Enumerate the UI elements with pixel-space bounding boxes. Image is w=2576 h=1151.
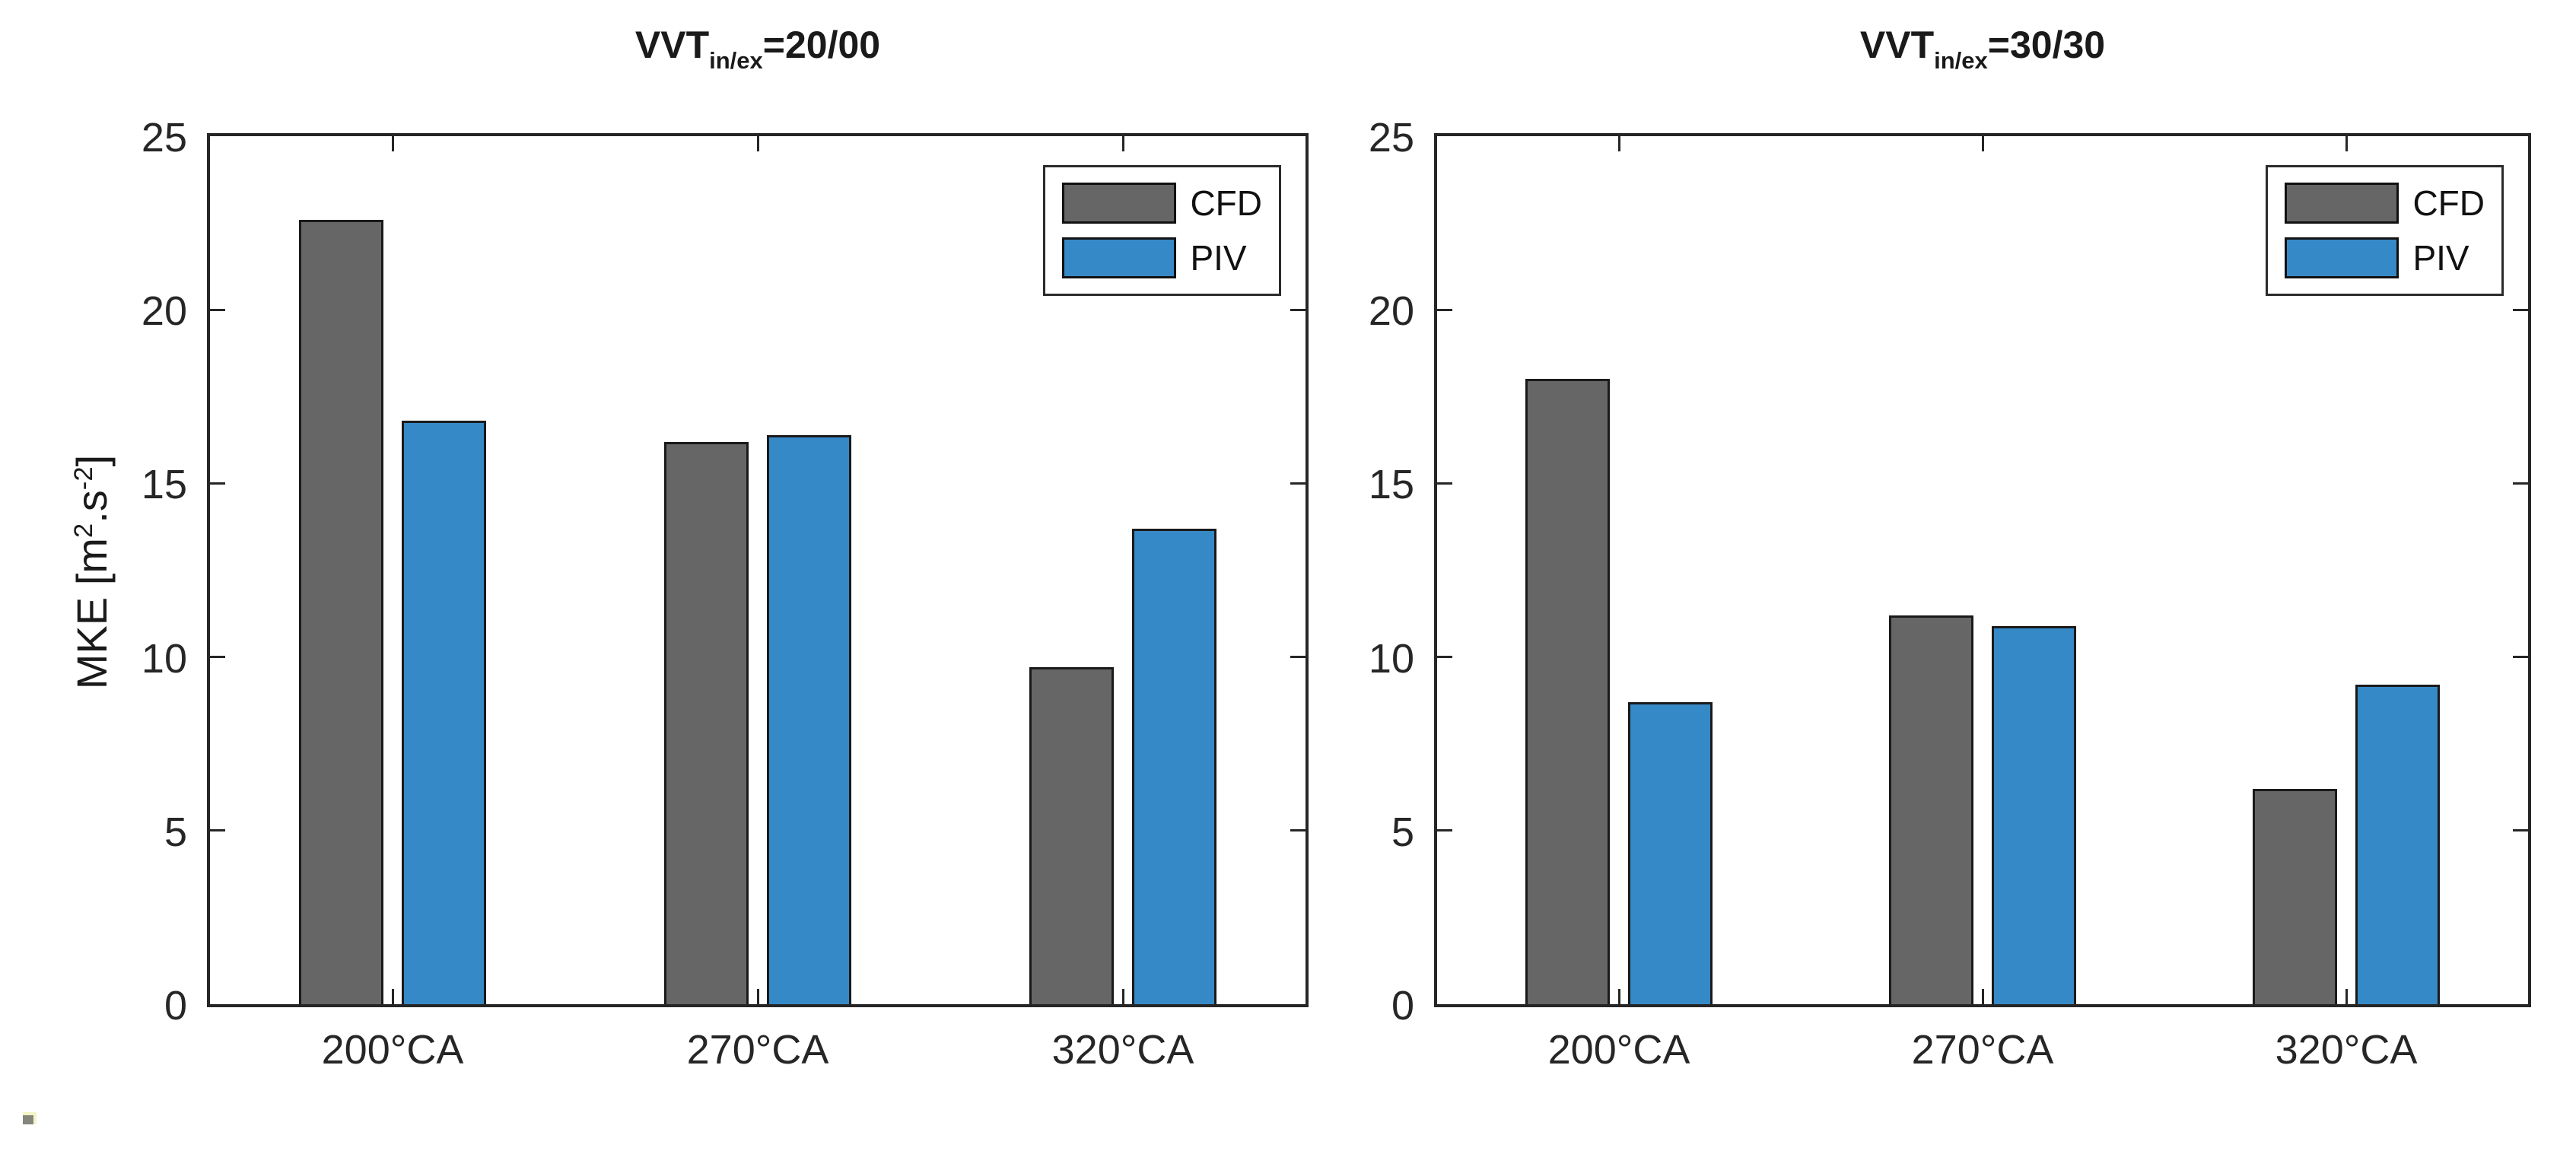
plot-area-right: CFD PIV (1434, 133, 2531, 1007)
x-tick-mark (1617, 136, 1620, 151)
y-tick-mark (2513, 829, 2528, 832)
y-tick-mark (210, 308, 225, 311)
legend-row-piv: PIV (1062, 237, 1262, 278)
bar-cfd-200CA (1525, 379, 1610, 1004)
legend-swatch-piv (2285, 237, 2399, 278)
legend-right: CFD PIV (2266, 165, 2504, 296)
y-tick-mark (1290, 656, 1305, 659)
y-tick-label: 20 (1368, 288, 1414, 335)
title-value: =30/30 (1987, 24, 2106, 66)
plot-area-left: CFD PIV (207, 133, 1309, 1007)
bar-piv-320CA (1132, 528, 1217, 1004)
y-tick-label: 15 (141, 462, 187, 508)
legend-label-cfd: CFD (1190, 183, 1262, 223)
bar-piv-270CA (767, 434, 852, 1004)
stray-mark (23, 1115, 33, 1124)
y-tick-mark (1290, 308, 1305, 311)
chart-title-right: VVTin/ex=30/30 (1434, 24, 2531, 108)
y-tick-mark (210, 829, 225, 832)
y-tick-mark (210, 656, 225, 659)
x-tick-mark (2345, 989, 2348, 1004)
y-tick-label: 0 (164, 983, 187, 1029)
y-label-superscript: 2 (69, 523, 98, 539)
title-subscript: in/ex (709, 46, 763, 74)
legend-label-piv: PIV (2412, 238, 2469, 278)
x-tick-mark (1121, 989, 1124, 1004)
legend-swatch-piv (1062, 237, 1177, 278)
legend-row-piv: PIV (2285, 237, 2485, 278)
bar-piv-320CA (2355, 685, 2440, 1004)
y-tick-mark (2513, 482, 2528, 485)
legend-row-cfd: CFD (1062, 183, 1262, 224)
y-tick-mark (2513, 656, 2528, 659)
y-tick-mark (1290, 829, 1305, 832)
bar-piv-200CA (1628, 701, 1713, 1004)
y-tick-mark (1437, 656, 1452, 659)
legend-swatch-cfd (2285, 183, 2399, 224)
bar-cfd-270CA (663, 441, 749, 1004)
bar-cfd-320CA (1029, 667, 1114, 1004)
y-tick-label: 5 (164, 809, 187, 855)
x-tick-mark (391, 989, 394, 1004)
x-tick-label: 320°CA (2275, 1027, 2418, 1073)
x-tick-label: 200°CA (321, 1027, 464, 1073)
x-tick-label: 200°CA (1547, 1027, 1690, 1073)
bar-piv-270CA (1992, 625, 2076, 1004)
legend-row-cfd: CFD (2285, 183, 2485, 224)
bar-piv-200CA (402, 421, 487, 1004)
y-tick-label: 15 (1368, 462, 1414, 508)
bar-cfd-320CA (2253, 789, 2337, 1004)
legend-left: CFD PIV (1043, 165, 1281, 296)
x-tick-mark (1617, 989, 1620, 1004)
x-tick-label: 320°CA (1051, 1027, 1194, 1073)
x-tick-label: 270°CA (1911, 1027, 2054, 1073)
y-tick-mark (1290, 482, 1305, 485)
x-tick-mark (1981, 989, 1984, 1004)
x-tick-mark (756, 136, 759, 151)
title-subscript: in/ex (1934, 46, 1988, 74)
legend-swatch-cfd (1062, 183, 1177, 224)
y-tick-label: 25 (1368, 115, 1414, 161)
bar-cfd-270CA (1889, 615, 1973, 1004)
x-tick-mark (1981, 136, 1984, 151)
y-tick-label: 5 (1391, 809, 1414, 855)
y-tick-mark (1437, 308, 1452, 311)
x-tick-mark (2345, 136, 2348, 151)
y-tick-mark (1437, 829, 1452, 832)
title-text: VVT (634, 24, 710, 66)
title-value: =20/00 (762, 24, 881, 66)
x-tick-mark (1121, 136, 1124, 151)
y-tick-label: 20 (141, 288, 187, 335)
bar-cfd-200CA (298, 219, 383, 1004)
x-tick-mark (391, 136, 394, 151)
legend-label-cfd: CFD (2412, 183, 2485, 223)
title-text: VVT (1859, 24, 1935, 66)
legend-label-piv: PIV (1190, 238, 1247, 278)
y-tick-label: 25 (141, 115, 187, 161)
y-tick-label: 10 (1368, 635, 1414, 682)
y-axis-label: MKE [m2.s-2] (61, 344, 116, 800)
y-tick-mark (210, 482, 225, 485)
y-tick-mark (1437, 482, 1452, 485)
x-tick-label: 270°CA (686, 1027, 829, 1073)
y-tick-mark (2513, 308, 2528, 311)
chart-title-left: VVTin/ex=20/00 (207, 24, 1309, 108)
y-tick-label: 0 (1391, 983, 1414, 1029)
y-tick-label: 10 (141, 635, 187, 682)
x-tick-mark (756, 989, 759, 1004)
